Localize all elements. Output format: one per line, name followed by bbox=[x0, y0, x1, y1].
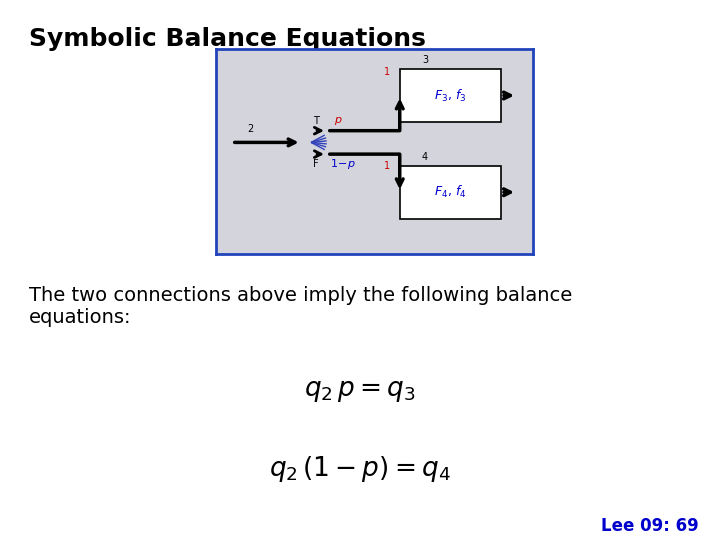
Text: 1: 1 bbox=[384, 67, 390, 77]
FancyBboxPatch shape bbox=[400, 166, 501, 219]
Text: Lee 09: 69: Lee 09: 69 bbox=[600, 517, 698, 535]
Text: 1: 1 bbox=[384, 161, 390, 171]
Text: 3: 3 bbox=[422, 55, 428, 65]
Text: $1\!-\!p$: $1\!-\!p$ bbox=[330, 157, 356, 171]
FancyBboxPatch shape bbox=[400, 69, 501, 122]
Text: $p$: $p$ bbox=[333, 116, 342, 127]
Text: $F_4,\, f_4$: $F_4,\, f_4$ bbox=[434, 184, 467, 200]
Text: $q_2\,(1 - p) = q_4$: $q_2\,(1 - p) = q_4$ bbox=[269, 454, 451, 484]
Text: $q_2\, p = q_3$: $q_2\, p = q_3$ bbox=[304, 378, 416, 404]
Text: F: F bbox=[312, 159, 318, 168]
Text: 4: 4 bbox=[422, 152, 428, 162]
Text: $F_3,\, f_3$: $F_3,\, f_3$ bbox=[434, 87, 467, 104]
Text: Symbolic Balance Equations: Symbolic Balance Equations bbox=[29, 27, 426, 51]
Text: T: T bbox=[312, 116, 318, 126]
Text: 2: 2 bbox=[248, 124, 254, 134]
Text: The two connections above imply the following balance
equations:: The two connections above imply the foll… bbox=[29, 286, 572, 327]
